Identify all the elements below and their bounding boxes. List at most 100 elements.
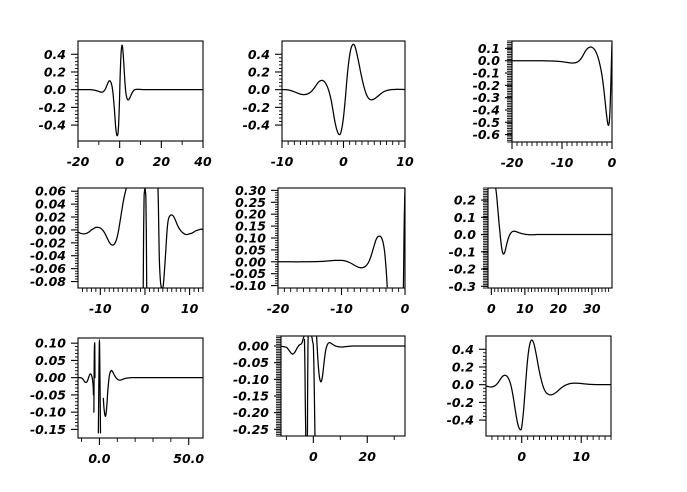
plot-frame (77, 337, 204, 439)
y-tick-label: 0.4 (248, 47, 270, 62)
curve-wavelet-7d (102, 369, 203, 417)
x-axis: -10 0 10 (82, 288, 204, 316)
y-axis: -0.4 -0.2 0.0 0.2 0.4 (447, 342, 486, 428)
y-tick-label: 0.2 (248, 64, 270, 79)
y-tick-label: -0.5 (473, 115, 501, 130)
x-tick-label: 30 (583, 301, 601, 316)
curve-wavelet-8b (303, 338, 307, 436)
curve-wavelet-8e (315, 336, 405, 383)
y-tick-label: 0.4 (44, 47, 66, 62)
x-tick-label: -10 (330, 301, 353, 316)
y-tick-label: 0.20 (235, 207, 266, 222)
x-axis: -10 0 10 (271, 141, 414, 169)
y-tick-label: -0.02 (30, 235, 66, 250)
x-tick-label: -10 (89, 301, 112, 316)
y-tick-label: -0.3 (449, 279, 476, 294)
plot-frame (77, 187, 204, 289)
x-tick-label: 0 (115, 154, 124, 169)
x-axis: -20 -10 0 (267, 288, 410, 316)
curve-wavelet-8d (311, 336, 316, 436)
y-tick-label: 0.0 (454, 227, 476, 242)
plot-frame (487, 187, 613, 289)
y-tick-label: 0.4 (452, 342, 474, 357)
curve-wavelet-9 (486, 339, 611, 431)
y-tick-label: 0.2 (454, 193, 476, 208)
y-tick-label: 0.15 (235, 219, 266, 234)
y-axis: -0.4 -0.2 0.0 0.2 0.4 (39, 47, 78, 133)
y-tick-label: 0.2 (44, 64, 66, 79)
y-tick-label: 0.30 (235, 183, 266, 198)
y-tick-label: 0.0 (44, 82, 66, 97)
y-tick-label: 0.1 (454, 210, 476, 225)
y-tick-label: -0.06 (30, 261, 66, 276)
x-tick-label: 10 (516, 301, 534, 316)
y-tick-label: 0.25 (235, 195, 266, 210)
y-tick-label: 0.0 (248, 82, 270, 97)
curve-group (486, 339, 611, 431)
curve-wavelet-1 (78, 44, 203, 137)
y-axis: -0.3 -0.2 -0.1 0.0 0.1 0.2 (449, 187, 488, 294)
x-tick-label: -10 (551, 155, 574, 170)
y-tick-label: -0.2 (449, 262, 476, 277)
y-axis: -0.4 -0.2 0.0 0.2 0.4 (243, 47, 282, 133)
curve-wavelet-7c (97, 339, 102, 434)
y-axis: -0.10-0.050.000.050.100.150.200.250.30 (230, 183, 278, 293)
y-tick-label: 0.05 (235, 242, 266, 257)
curve-wavelet-4d (157, 188, 203, 288)
y-tick-label: 0.04 (35, 197, 66, 212)
x-tick-label: 0 (401, 301, 410, 316)
x-tick-label: 0 (141, 301, 150, 316)
y-axis: -0.6-0.5-0.4-0.3-0.2-0.10.00.1 (473, 40, 512, 143)
y-tick-label: -0.20 (233, 405, 269, 420)
x-axis: 0 20 (285, 436, 395, 464)
curve-group (495, 188, 612, 255)
panel-8: 0 20 -0.25 -0.20 -0.15 -0.10 -0.05 0.00 (219, 322, 423, 476)
curve-group (78, 339, 203, 434)
panel-4: -10 0 10 -0.08 -0.06 -0.04 -0.02 0.00 0.02 0.04 0.… (16, 174, 221, 328)
curve-group (281, 336, 405, 436)
curve-wavelet-4 (78, 188, 127, 246)
curve-wavelet-8 (281, 336, 305, 355)
curve-wavelet-2 (282, 43, 405, 136)
x-tick-label: 10 (573, 449, 591, 464)
y-tick-label: 0.10 (235, 231, 266, 246)
y-axis: -0.08-0.06-0.04-0.020.000.020.040.06 (30, 184, 78, 289)
y-tick-label: -0.1 (473, 66, 500, 81)
x-axis: 0 10 (491, 436, 612, 464)
y-axis: -0.15 -0.10 -0.05 0.00 0.05 0.10 (30, 336, 78, 437)
y-tick-label: 0.02 (35, 210, 66, 225)
y-tick-label: -0.10 (230, 278, 266, 293)
y-tick-label: -0.05 (30, 387, 66, 402)
y-tick-label: 0.00 (35, 370, 66, 385)
y-tick-label: -0.6 (473, 127, 501, 142)
y-tick-label: 0.0 (452, 377, 474, 392)
x-tick-label: 0.0 (88, 451, 110, 466)
curve-group (278, 188, 405, 288)
x-axis: 0.0 50.0 (81, 438, 204, 466)
curve-wavelet-4c (142, 188, 148, 288)
curve-group (282, 43, 405, 136)
y-tick-label: -0.25 (233, 422, 269, 437)
y-tick-label: 0.00 (35, 222, 66, 237)
x-tick-label: -20 (267, 301, 290, 316)
panel-2: -10 0 10 -0.4 -0.2 0.0 0.2 0.4 (220, 27, 423, 181)
y-tick-label: 0.10 (35, 336, 66, 351)
curve-wavelet-5 (278, 235, 388, 288)
panel-1: -20 0 20 40 -0.4 -0.2 0.0 0.2 0.4 (16, 27, 221, 181)
panel-7: 0.0 50.0 -0.15 -0.10 -0.05 0.00 0.05 0.10 (16, 324, 221, 478)
curve-wavelet-6 (495, 188, 612, 255)
y-tick-label: 0.06 (35, 184, 66, 199)
y-tick-label: -0.15 (30, 422, 66, 437)
x-axis: -20 0 20 40 (67, 141, 212, 169)
y-tick-label: -0.05 (233, 355, 269, 370)
x-tick-label: 10 (396, 154, 414, 169)
y-tick-label: -0.3 (473, 90, 500, 105)
y-tick-label: 0.00 (235, 254, 266, 269)
curve-wavelet-7 (78, 373, 95, 396)
plot-frame (280, 335, 406, 437)
curve-wavelet-5b (402, 188, 405, 288)
y-tick-label: -0.2 (243, 100, 270, 115)
x-tick-label: 0 (339, 154, 348, 169)
y-tick-label: 0.00 (238, 339, 269, 354)
curve-group (512, 42, 612, 127)
